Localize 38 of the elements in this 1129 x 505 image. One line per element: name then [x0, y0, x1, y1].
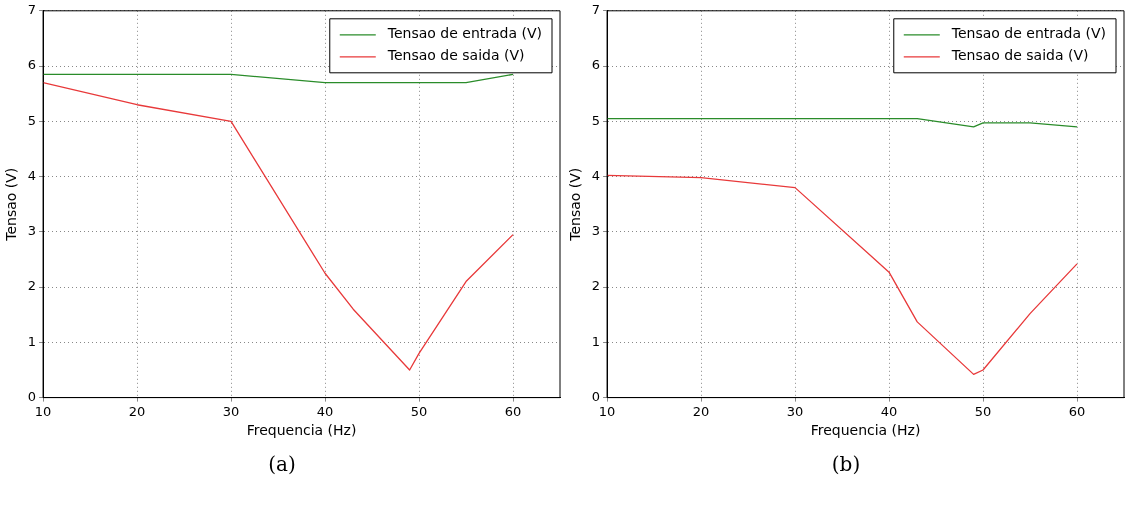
y-tick-label: 6 [591, 57, 601, 73]
text: (a) [267, 452, 297, 476]
legend-label: Tensao de saida (V) [950, 47, 1089, 64]
x-tick-label: 30 [786, 403, 804, 419]
x-tick-label: 50 [410, 403, 428, 419]
x-tick-label: 60 [1068, 403, 1086, 419]
y-tick-label: 4 [591, 167, 601, 183]
x-tick-label: 10 [34, 403, 52, 419]
x-axis-title: Frequencia (Hz) [246, 422, 357, 439]
x-axis-title: Frequencia (Hz) [810, 422, 921, 439]
y-tick-label: 1 [27, 333, 37, 349]
y-tick-label: 2 [591, 278, 601, 294]
y-tick-label: 0 [27, 388, 37, 404]
y-tick-label: 0 [591, 388, 601, 404]
y-tick-label: 4 [27, 167, 37, 183]
x-tick-label: 40 [880, 403, 898, 419]
legend-label: Tensao de entrada (V) [950, 25, 1107, 42]
y-tick-label: 7 [591, 2, 601, 18]
y-tick-label: 3 [27, 223, 37, 239]
y-axis-title: Tensao (V) [3, 167, 20, 242]
x-tick-label: 30 [222, 403, 240, 419]
legend-label: Tensao de entrada (V) [386, 25, 543, 42]
y-tick-label: 7 [27, 2, 37, 18]
y-tick-label: 1 [591, 333, 601, 349]
x-tick-label: 60 [504, 403, 522, 419]
x-tick-label: 40 [316, 403, 334, 419]
text: (b) [830, 452, 862, 476]
x-tick-label: 20 [692, 403, 710, 419]
y-tick-label: 3 [591, 223, 601, 239]
y-tick-label: 2 [27, 278, 37, 294]
x-tick-label: 10 [598, 403, 616, 419]
y-tick-label: 5 [27, 112, 37, 128]
x-tick-label: 20 [128, 403, 146, 419]
x-tick-label: 50 [974, 403, 992, 419]
y-tick-label: 5 [591, 112, 601, 128]
y-tick-label: 6 [27, 57, 37, 73]
y-axis-title: Tensao (V) [567, 167, 584, 242]
legend-label: Tensao de saida (V) [386, 47, 525, 64]
